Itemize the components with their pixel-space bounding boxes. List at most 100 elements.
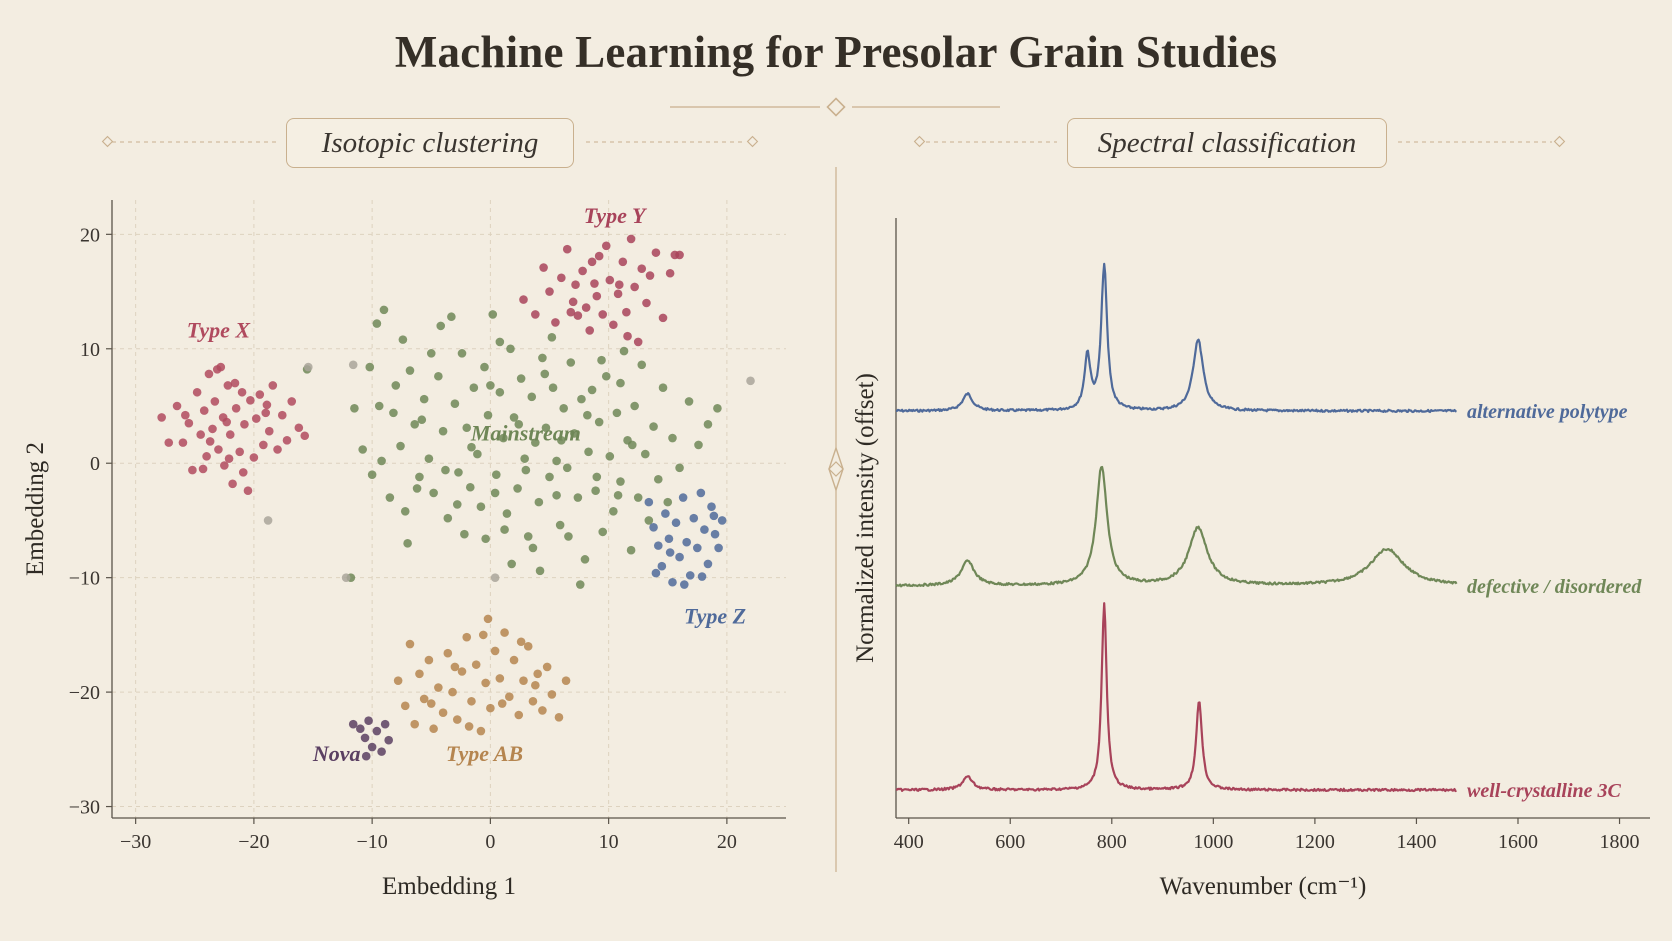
scatter-point (658, 383, 668, 392)
scatter-point (212, 365, 222, 374)
scatter-point (481, 534, 490, 544)
scatter-point (523, 532, 533, 541)
scatter-point (657, 561, 667, 571)
scatter-point (696, 488, 706, 498)
scatter-point (454, 468, 463, 477)
scatter-point (172, 401, 182, 411)
scatter-point (235, 447, 245, 457)
scatter-point (490, 488, 500, 498)
scatter-point (372, 319, 382, 328)
x-tick-label: 1600 (1498, 831, 1538, 853)
scatter-point (545, 472, 554, 482)
scatter-point (581, 303, 591, 312)
x-tick-label: 1000 (1193, 831, 1233, 853)
scatter-point (361, 751, 371, 761)
scatter-point (249, 453, 259, 462)
scatter-point (251, 414, 261, 423)
scatter-point (509, 655, 519, 665)
scatter-point (519, 295, 528, 304)
scatter-point (243, 486, 253, 495)
scatter-point (578, 266, 587, 276)
scatter-point (483, 614, 493, 624)
cluster-label: Type X (187, 317, 252, 342)
scatter-point (542, 662, 552, 672)
scatter-point (426, 349, 436, 358)
scatter-point (714, 543, 723, 553)
scatter-point (410, 420, 420, 429)
scatter-point (464, 722, 474, 731)
scatter-point (240, 420, 249, 429)
scatter-point (562, 463, 572, 473)
cluster-label: Mainstream (470, 420, 581, 445)
scatter-point (208, 424, 217, 434)
x-tick-label: −20 (238, 831, 269, 853)
panel-divider (828, 167, 844, 872)
scatter-point (391, 381, 401, 390)
scatter-point (559, 403, 568, 413)
scatter-point (467, 442, 476, 452)
scatter-point (561, 676, 571, 685)
scatter-point (403, 539, 412, 548)
scatter-point (303, 362, 313, 372)
scatter-point (580, 555, 590, 564)
scatter-point (528, 543, 538, 553)
scatter-point (616, 378, 625, 388)
scatter-point (694, 440, 703, 450)
scatter-point (231, 403, 241, 413)
scatter-point (623, 331, 632, 341)
x-tick-label: 10 (599, 831, 619, 853)
scatter-point (410, 719, 420, 729)
scatter-point (202, 452, 211, 461)
scatter-point (622, 307, 631, 317)
scatter-point (223, 381, 233, 390)
scatter-point (237, 387, 247, 397)
scatter-point (157, 413, 166, 422)
scatter-point (653, 474, 663, 484)
scatter-point (571, 280, 580, 289)
scatter-point (367, 742, 377, 752)
x-tick-label: 400 (894, 831, 924, 853)
scatter-point (630, 282, 639, 292)
scatter-point (527, 392, 537, 402)
scatter-point (384, 735, 393, 745)
scatter-point (637, 360, 647, 370)
scatter-point (447, 312, 456, 322)
scatter-point (415, 669, 424, 679)
scatter-point (514, 710, 524, 720)
scatter-point (462, 632, 472, 642)
scatter-point (262, 400, 272, 410)
x-tick-label: 1400 (1396, 831, 1436, 853)
x-axis-label: Wavenumber (cm⁻¹) (1160, 873, 1367, 900)
scatter-point (205, 437, 215, 446)
scatter-point (531, 310, 540, 319)
scatter-point (649, 422, 658, 431)
scatter-point (551, 318, 560, 327)
scatter-point (644, 516, 654, 525)
scatter-point (640, 449, 650, 459)
scatter-point (502, 509, 512, 518)
scatter-point (429, 488, 438, 498)
scatter-point (505, 692, 514, 701)
scatter-point (665, 548, 675, 557)
scatter-point (675, 250, 684, 260)
scatter-point (700, 525, 709, 534)
scatter-point (419, 394, 429, 404)
scatter-point (294, 423, 304, 433)
scatter-point (438, 426, 448, 436)
page-title: Machine Learning for Presolar Grain Stud… (394, 27, 1278, 77)
scatter-point (491, 470, 501, 479)
scatter-point (554, 712, 564, 722)
scatter-point (356, 724, 365, 734)
scatter-series (644, 488, 727, 589)
x-tick-label: −30 (120, 831, 151, 853)
scatter-point (500, 628, 509, 637)
scatter-series (157, 362, 310, 495)
scatter-point (377, 747, 386, 756)
scatter-point (246, 395, 255, 405)
scatter-point (460, 529, 469, 539)
spectrum-line (895, 602, 1457, 793)
scatter-point (592, 472, 602, 482)
scatter-series (393, 614, 571, 736)
x-tick-label: 1800 (1600, 831, 1640, 853)
